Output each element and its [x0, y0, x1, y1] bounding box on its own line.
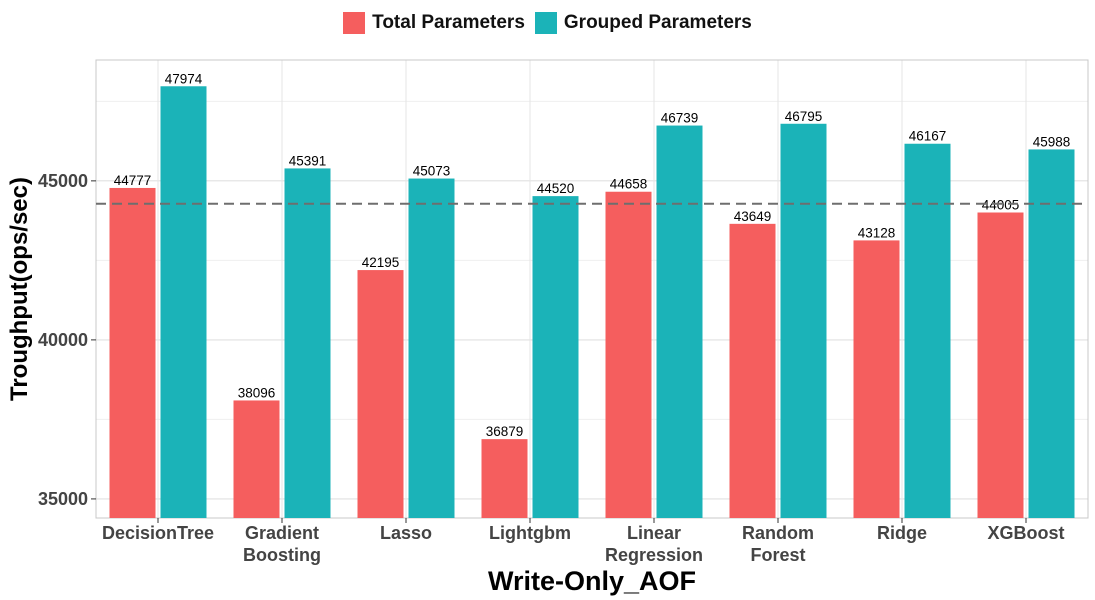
bar-value-label: 47974	[165, 71, 203, 86]
bar-total-parameters	[977, 212, 1024, 519]
y-axis-title: Troughput(ops/sec)	[6, 177, 33, 401]
bar-grouped-parameters	[532, 196, 579, 518]
x-tick-label: Ridge	[877, 523, 927, 543]
bar-value-label: 46739	[661, 111, 699, 126]
bar-value-label: 43649	[734, 209, 772, 224]
x-tick-label: DecisionTree	[102, 523, 214, 543]
legend-item-total: Total Parameters	[343, 12, 525, 34]
y-tick-label: 35000	[38, 489, 88, 509]
bar-total-parameters	[233, 400, 280, 518]
x-tick-label: Lasso	[380, 523, 432, 543]
bar-value-label: 38096	[238, 385, 276, 400]
bar-grouped-parameters	[408, 178, 455, 518]
bar-value-label: 44777	[114, 173, 152, 188]
x-tick-label: XGBoost	[987, 523, 1064, 543]
bar-total-parameters	[481, 439, 528, 518]
x-tick-label: Random	[742, 523, 814, 543]
bar-total-parameters	[109, 187, 156, 519]
plot-border	[95, 59, 1089, 519]
x-tick-label: Linear	[627, 523, 681, 543]
bar-grouped-parameters	[780, 123, 827, 518]
bar-value-label: 36879	[486, 424, 524, 439]
bar-grouped-parameters	[160, 86, 207, 518]
legend-swatch-total	[343, 12, 366, 34]
bar-value-label: 42195	[362, 255, 400, 270]
bar-value-label: 44658	[610, 177, 648, 192]
bar-value-label: 44005	[982, 198, 1020, 213]
legend-label-total: Total Parameters	[372, 12, 525, 33]
bar-value-label: 46167	[909, 129, 947, 144]
y-tick-label: 40000	[38, 330, 88, 350]
bar-total-parameters	[357, 270, 404, 518]
x-tick-label: Gradient	[245, 523, 319, 543]
x-tick-label: Boosting	[243, 545, 321, 565]
x-axis-title: Write-Only_AOF	[488, 566, 696, 596]
legend-label-grouped: Grouped Parameters	[563, 12, 752, 33]
bars-layer: 44777 38096 42195 36879 44658 43649 43128 44005…	[109, 71, 1075, 519]
bar-value-label: 44520	[537, 181, 575, 196]
bar-grouped-parameters	[1028, 149, 1075, 518]
bar-value-label: 45988	[1033, 134, 1071, 149]
x-tick-label: Lightgbm	[489, 523, 571, 543]
legend-item-grouped: Grouped Parameters	[534, 12, 752, 34]
bar-grouped-parameters	[656, 125, 703, 519]
bar-total-parameters	[729, 223, 776, 518]
bar-total-parameters	[853, 240, 900, 518]
bar-total-parameters	[605, 191, 652, 518]
bar-value-label: 46795	[785, 109, 823, 124]
bar-value-label: 43128	[858, 225, 896, 240]
axis-layer: 35000 40000 45000 DecisionTree GradientBoost…	[38, 171, 1065, 565]
bar-value-label: 45073	[413, 164, 451, 179]
y-tick-label: 45000	[38, 171, 88, 191]
x-tick-label: Forest	[750, 545, 805, 565]
bar-grouped-parameters	[904, 143, 951, 519]
bar-value-label: 45391	[289, 153, 327, 168]
bar-grouped-parameters	[284, 168, 331, 518]
legend-swatch-grouped	[534, 12, 557, 34]
legend: Total Parameters Grouped Parameters	[0, 12, 1095, 34]
x-tick-label: Regression	[605, 545, 703, 565]
